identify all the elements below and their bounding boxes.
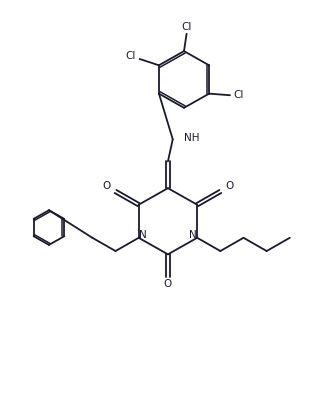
Text: Cl: Cl xyxy=(125,51,136,61)
Text: Cl: Cl xyxy=(234,90,244,100)
Text: O: O xyxy=(164,279,172,289)
Text: Cl: Cl xyxy=(182,22,192,32)
Text: N: N xyxy=(190,230,197,240)
Text: N: N xyxy=(139,230,146,240)
Text: NH: NH xyxy=(184,133,200,143)
Text: O: O xyxy=(102,181,111,191)
Text: O: O xyxy=(225,181,234,191)
